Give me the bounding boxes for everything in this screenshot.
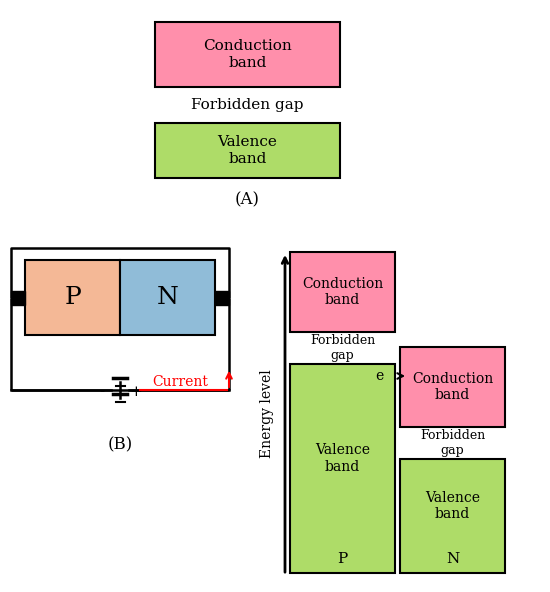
Text: -: - xyxy=(100,385,104,399)
Bar xyxy=(290,252,395,332)
Text: Conduction
band: Conduction band xyxy=(203,40,292,70)
Bar xyxy=(155,123,340,178)
Text: (A): (A) xyxy=(234,191,260,208)
Text: Conduction
band: Conduction band xyxy=(412,372,493,402)
Text: Forbidden
gap: Forbidden gap xyxy=(420,429,485,457)
Text: N: N xyxy=(157,286,178,309)
Text: e: e xyxy=(375,369,383,383)
Text: P: P xyxy=(64,286,81,309)
Text: Forbidden
gap: Forbidden gap xyxy=(310,334,375,362)
Text: N: N xyxy=(446,552,459,566)
Bar xyxy=(290,364,395,573)
Text: Energy level: Energy level xyxy=(260,369,274,458)
Text: Forbidden gap: Forbidden gap xyxy=(191,98,304,112)
Text: Valence
band: Valence band xyxy=(218,136,277,166)
Bar xyxy=(400,347,505,427)
Bar xyxy=(25,260,120,335)
Text: Valence
band: Valence band xyxy=(315,443,370,474)
Text: +: + xyxy=(130,385,142,399)
Bar xyxy=(400,459,505,573)
Bar xyxy=(11,291,25,304)
Text: Valence
band: Valence band xyxy=(425,491,480,521)
Text: Conduction
band: Conduction band xyxy=(302,277,383,307)
Bar xyxy=(215,291,229,304)
Bar xyxy=(120,260,215,335)
Text: Current: Current xyxy=(152,375,208,389)
Text: P: P xyxy=(337,552,348,566)
Bar xyxy=(155,22,340,87)
Text: (B): (B) xyxy=(107,436,133,453)
